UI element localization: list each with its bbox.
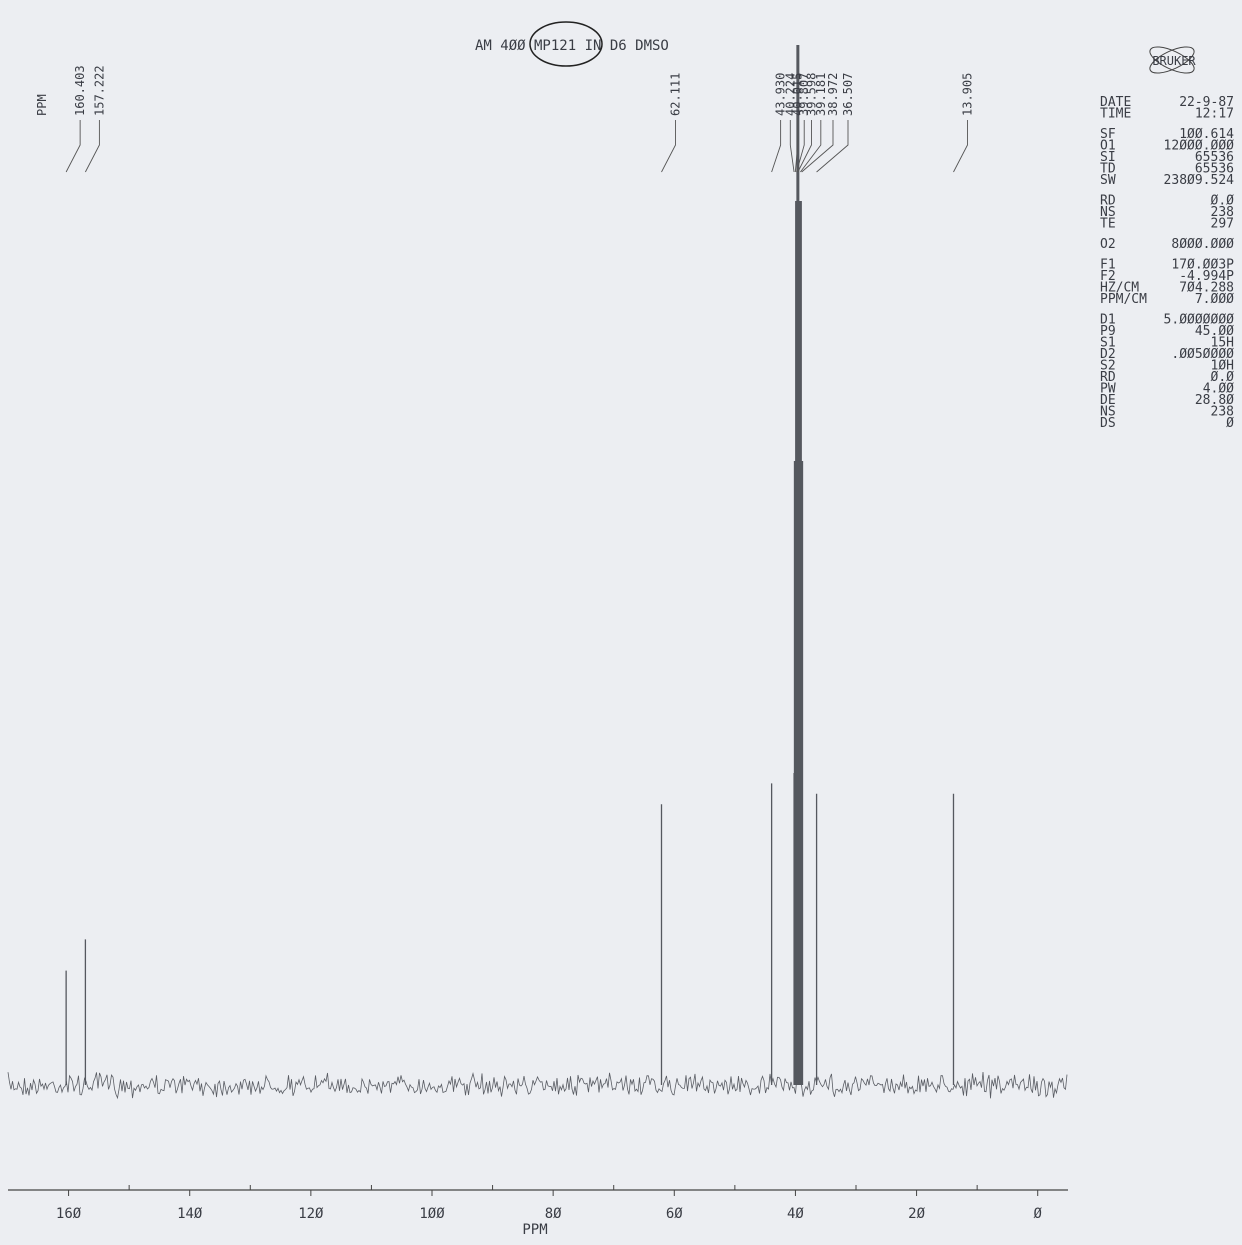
param-value: 1ØØ.614 bbox=[1179, 127, 1234, 142]
peak-label: 40.224 bbox=[783, 73, 797, 116]
param-value: Ø bbox=[1226, 416, 1234, 431]
param-key: PW bbox=[1100, 382, 1116, 397]
param-value: 5.ØØØØØØØ bbox=[1164, 313, 1235, 328]
leader-line bbox=[65, 120, 81, 173]
leader-line bbox=[801, 120, 834, 173]
peak-label: 160.403 bbox=[73, 65, 87, 116]
x-axis-label: PPM bbox=[522, 1222, 547, 1238]
param-key: RD bbox=[1100, 370, 1116, 385]
logo-text: BRUKER bbox=[1152, 54, 1196, 68]
param-key: S2 bbox=[1100, 359, 1116, 374]
param-value: Ø.Ø bbox=[1211, 194, 1235, 209]
param-key: D1 bbox=[1100, 313, 1116, 328]
param-value: .ØØ5ØØØØ bbox=[1171, 347, 1234, 362]
param-value: 12:17 bbox=[1195, 107, 1234, 122]
param-key: S1 bbox=[1100, 336, 1116, 351]
param-value: 238Ø9.524 bbox=[1164, 173, 1235, 188]
leader-line bbox=[953, 120, 968, 173]
peak-label: 39.807 bbox=[797, 73, 811, 116]
leader-line bbox=[800, 120, 822, 173]
param-key: DS bbox=[1100, 416, 1116, 431]
param-value: 8ØØØ.ØØØ bbox=[1171, 237, 1234, 252]
param-value: 45.ØØ bbox=[1195, 324, 1234, 339]
leader-line bbox=[816, 120, 849, 173]
param-key: P9 bbox=[1100, 324, 1116, 339]
param-key: F1 bbox=[1100, 258, 1116, 273]
param-key: SW bbox=[1100, 173, 1116, 188]
param-value: 17Ø.ØØ3P bbox=[1171, 258, 1234, 273]
peak-heading: PPM bbox=[35, 94, 49, 116]
param-value: 65536 bbox=[1195, 162, 1234, 177]
param-value: 7.ØØØ bbox=[1195, 292, 1234, 307]
leader-line bbox=[794, 120, 799, 173]
param-key: TD bbox=[1100, 162, 1116, 177]
param-value: 28.8Ø bbox=[1195, 393, 1234, 408]
x-tick-label: 16Ø bbox=[56, 1206, 82, 1222]
param-value: 238 bbox=[1211, 405, 1234, 420]
param-key: F2 bbox=[1100, 269, 1116, 284]
param-key: SF bbox=[1100, 127, 1116, 142]
hand-circle bbox=[529, 21, 603, 67]
param-key: RD bbox=[1100, 194, 1116, 209]
leader-line bbox=[796, 120, 805, 173]
param-value: 238 bbox=[1211, 205, 1234, 220]
x-tick-label: 4Ø bbox=[787, 1206, 804, 1222]
param-value: 22-9-87 bbox=[1179, 95, 1234, 110]
x-tick-label: 12Ø bbox=[298, 1206, 324, 1222]
peak-label: 38.972 bbox=[826, 73, 840, 116]
param-key: NS bbox=[1100, 205, 1116, 220]
baseline-noise bbox=[7, 1071, 1068, 1100]
param-key: DE bbox=[1100, 393, 1116, 408]
param-key: O1 bbox=[1100, 139, 1116, 154]
param-value: 297 bbox=[1211, 217, 1234, 232]
x-tick-label: 8Ø bbox=[545, 1206, 562, 1222]
peak-label: 62.111 bbox=[668, 73, 682, 116]
leader-line bbox=[789, 120, 795, 173]
param-key: TE bbox=[1100, 217, 1116, 232]
param-key: SI bbox=[1100, 150, 1116, 165]
peak-label: 40.015 bbox=[791, 73, 805, 116]
param-value: -4.994P bbox=[1179, 269, 1234, 284]
param-value: 4.ØØ bbox=[1203, 382, 1234, 397]
leader-line bbox=[84, 120, 100, 173]
chart-title: AM 4ØØ MP121 IN D6 DMSO bbox=[475, 38, 669, 54]
param-key: NS bbox=[1100, 405, 1116, 420]
leader-line bbox=[661, 120, 676, 173]
x-tick-label: 6Ø bbox=[666, 1206, 683, 1222]
param-value: 1ØH bbox=[1211, 359, 1234, 374]
param-value: 7Ø4.288 bbox=[1179, 281, 1234, 296]
param-value: 65536 bbox=[1195, 150, 1234, 165]
param-key: PPM/CM bbox=[1100, 292, 1147, 307]
leader-line bbox=[771, 120, 782, 173]
param-key: D2 bbox=[1100, 347, 1116, 362]
peak-label: 157.222 bbox=[92, 65, 106, 116]
peak-label: 36.507 bbox=[841, 73, 855, 116]
x-tick-label: 1ØØ bbox=[419, 1206, 445, 1222]
x-tick-label: 2Ø bbox=[908, 1206, 925, 1222]
param-value: 12ØØØ.ØØØ bbox=[1164, 139, 1235, 154]
param-key: O2 bbox=[1100, 237, 1116, 252]
peak-label: 39.181 bbox=[814, 73, 828, 116]
param-key: TIME bbox=[1100, 107, 1131, 122]
param-value: Ø.Ø bbox=[1211, 370, 1235, 385]
logo: BRUKER bbox=[1149, 46, 1196, 74]
peak-label: 13.905 bbox=[960, 73, 974, 116]
peak-label: 39.598 bbox=[804, 73, 818, 116]
x-tick-label: 14Ø bbox=[177, 1206, 203, 1222]
param-key: DATE bbox=[1100, 95, 1131, 110]
x-tick-label: Ø bbox=[1033, 1206, 1042, 1222]
peak-label: 43.930 bbox=[774, 73, 788, 116]
leader-line bbox=[797, 120, 812, 173]
param-value: 15H bbox=[1211, 336, 1234, 351]
param-key: HZ/CM bbox=[1100, 281, 1139, 296]
